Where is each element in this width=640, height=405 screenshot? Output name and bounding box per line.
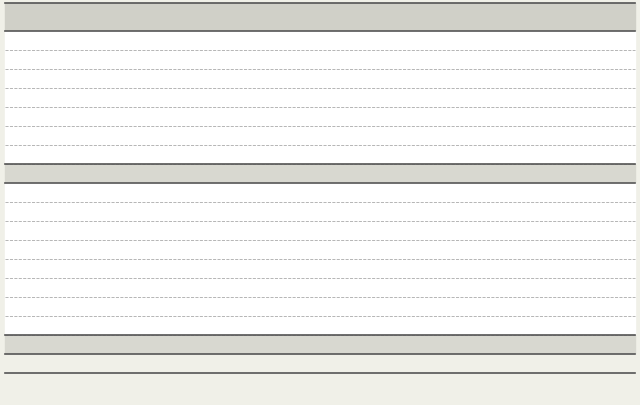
Text: Completed interview: Completed interview xyxy=(10,36,119,45)
Text: Non-contact: Non-contact xyxy=(10,245,74,254)
Text: AAPOR code: AAPOR code xyxy=(398,12,475,22)
Text: 0: 0 xyxy=(611,245,618,254)
Text: 0: 0 xyxy=(611,111,618,122)
Text: Total panelists in the survey: Total panelists in the survey xyxy=(10,168,177,179)
Text: 0: 0 xyxy=(611,149,618,160)
Text: Refusals: Refusals xyxy=(10,226,54,235)
Text: I: I xyxy=(435,188,438,198)
Text: 1,297: 1,297 xyxy=(588,92,618,102)
Text: 0: 0 xyxy=(611,283,618,292)
Text: 12,055: 12,055 xyxy=(581,36,618,45)
Text: P: P xyxy=(433,207,440,217)
Text: 72: 72 xyxy=(604,73,618,83)
Text: Completed interview but was removed for data quality: Completed interview but was removed for … xyxy=(10,130,296,141)
Text: 0: 0 xyxy=(611,301,618,311)
Text: Logged onto survey: did not complete any items: Logged onto survey: did not complete any… xyxy=(10,73,263,83)
Text: 2.12: 2.12 xyxy=(425,55,448,64)
Text: 1.1: 1.1 xyxy=(428,36,445,45)
Text: Logged onto survey: broke-off: Logged onto survey: broke-off xyxy=(10,55,166,64)
Text: 89%: 89% xyxy=(594,358,618,369)
Text: Never logged on (implicit refusal): Never logged on (implicit refusal) xyxy=(10,92,185,102)
Text: 2.27: 2.27 xyxy=(425,111,448,122)
Text: Total: Total xyxy=(587,12,618,22)
Text: 0: 0 xyxy=(611,207,618,217)
Text: Partial interviews: Partial interviews xyxy=(10,207,100,217)
Text: 119: 119 xyxy=(598,55,618,64)
Text: Unknown other: Unknown other xyxy=(10,301,90,311)
Text: 13,545: 13,545 xyxy=(577,339,618,350)
Text: AAPOR RR1 = I / (I+P+R+NC+O+UH+UO): AAPOR RR1 = I / (I+P+R+NC+O+UH+UO) xyxy=(10,358,229,369)
Text: Final dispositions: Final dispositions xyxy=(10,12,120,22)
Text: Not eligible: Not eligible xyxy=(10,320,70,330)
Text: R: R xyxy=(433,226,440,235)
Text: Other: Other xyxy=(10,264,40,273)
Text: 0: 0 xyxy=(611,264,618,273)
Text: Completed interviews: Completed interviews xyxy=(10,188,124,198)
Text: 2.11: 2.11 xyxy=(425,92,448,102)
Text: Total: Total xyxy=(10,339,39,350)
Text: 13,545: 13,545 xyxy=(577,168,618,179)
Text: Survey completed after close of the field period: Survey completed after close of the fiel… xyxy=(10,111,260,122)
Text: Screened out: Screened out xyxy=(10,149,79,160)
Text: NC: NC xyxy=(429,245,444,254)
Text: 2: 2 xyxy=(611,130,618,141)
Text: 12,055: 12,055 xyxy=(581,188,618,198)
Text: UH: UH xyxy=(429,283,444,292)
Text: NE: NE xyxy=(429,320,444,330)
Text: 2.1121: 2.1121 xyxy=(419,73,455,83)
Text: 0: 0 xyxy=(611,320,618,330)
Text: Unknown household: Unknown household xyxy=(10,283,116,292)
Text: 1,490: 1,490 xyxy=(588,226,618,235)
Text: O: O xyxy=(433,264,441,273)
Text: UO: UO xyxy=(429,301,444,311)
